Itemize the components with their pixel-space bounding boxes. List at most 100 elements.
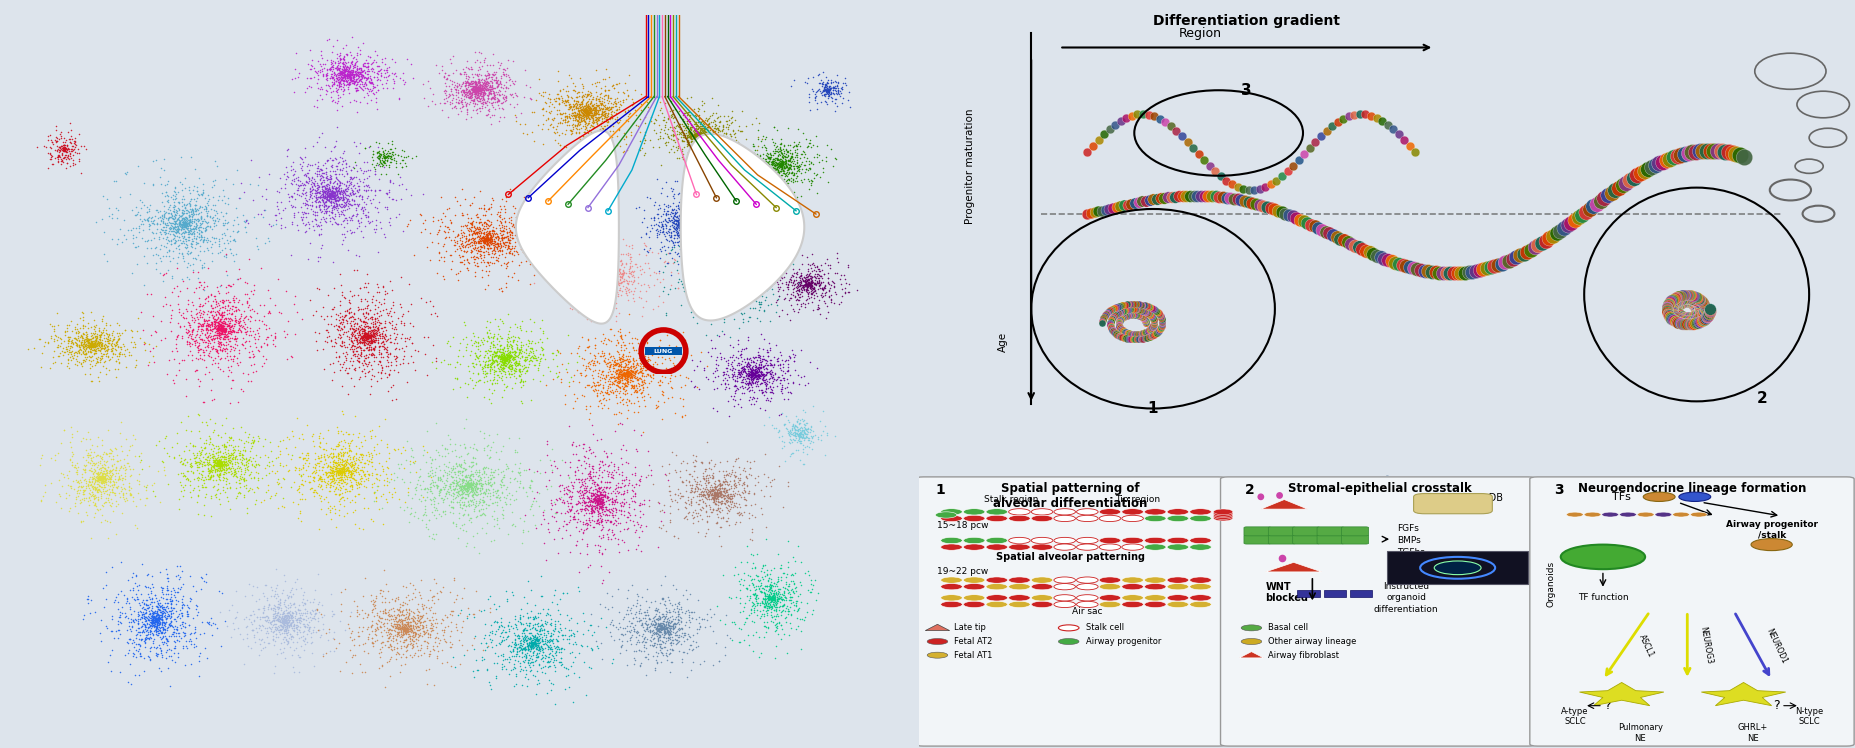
Point [412,643,441,654]
Point [215,230,245,242]
Point [310,88,339,100]
Point [130,635,160,647]
Point [1666,298,1695,310]
Point [134,211,163,223]
Point [200,320,230,332]
Point [792,597,822,609]
Point [709,291,738,303]
Point [206,458,236,470]
Point [705,290,735,302]
Point [83,337,113,349]
Point [438,476,467,488]
Point [184,458,213,470]
Point [284,182,313,194]
Point [597,653,627,665]
Point [523,500,553,512]
Point [1106,299,1135,311]
Point [464,466,493,478]
Point [801,275,831,287]
Point [454,487,484,499]
Point [454,498,484,510]
Point [766,619,796,631]
Point [492,350,521,362]
Point [575,142,605,154]
Point [594,266,623,278]
Point [115,616,145,628]
Point [469,361,499,373]
Circle shape [1145,515,1165,521]
Point [221,314,250,326]
Point [211,330,241,342]
Point [592,272,621,283]
Point [664,214,694,226]
Point [343,488,373,500]
Point [790,280,820,292]
Point [575,111,605,123]
Point [571,110,601,122]
Point [161,625,191,637]
Point [406,616,436,628]
Point [736,375,766,387]
Point [710,381,740,393]
Point [326,466,356,478]
Point [72,332,102,344]
Point [293,58,323,70]
Point [325,71,354,83]
Point [603,364,633,375]
Point [221,312,250,324]
Point [766,169,796,181]
Point [323,178,352,190]
Point [1120,328,1150,340]
Point [516,351,545,363]
Point [646,638,675,650]
Point [401,482,430,494]
Point [451,72,480,84]
Point [61,425,91,437]
Point [72,342,102,354]
Point [690,122,720,134]
Point [692,272,722,283]
Point [334,79,364,91]
Point [519,636,549,648]
Point [562,275,592,287]
Point [781,278,811,290]
Point [339,595,369,607]
Point [675,640,705,652]
Point [334,69,364,81]
Point [176,328,206,340]
Point [825,278,855,289]
Point [568,102,597,114]
Point [152,584,182,596]
Point [653,624,683,636]
Point [586,519,616,531]
Point [135,223,165,235]
Point [119,341,148,353]
Point [694,112,723,124]
Point [460,78,490,90]
Point [740,370,770,381]
Point [76,336,106,348]
Point [651,608,681,620]
Point [518,637,547,649]
Point [564,490,594,502]
Point [534,642,564,654]
Point [568,96,597,108]
Point [627,613,657,625]
Point [445,488,475,500]
Point [738,366,768,378]
Point [510,654,540,666]
Point [302,183,332,195]
Point [798,280,827,292]
Point [200,464,230,476]
Point [67,336,96,348]
Point [456,512,486,524]
Point [790,276,820,288]
Point [278,616,308,628]
Point [571,507,601,519]
Point [803,277,833,289]
Point [204,493,234,505]
Point [490,257,519,269]
Point [349,330,378,342]
Point [228,613,258,625]
Point [276,481,306,493]
